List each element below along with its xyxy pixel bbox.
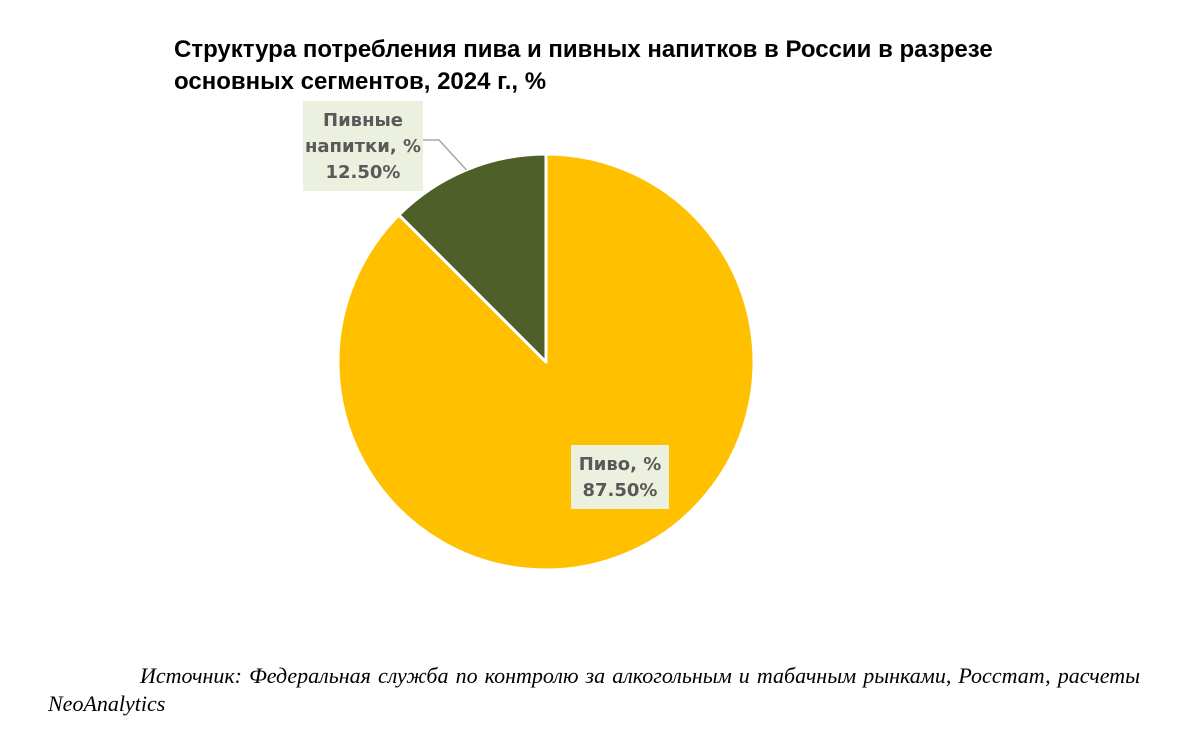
- data-labels: Пиво, % 87.50% Пивные напитки, % 12.50%: [303, 101, 669, 509]
- pie-slices: [336, 152, 756, 572]
- leader-line: [423, 139, 467, 171]
- data-label-category: напитки, %: [305, 136, 421, 157]
- data-label-value: 12.50%: [326, 162, 401, 183]
- source-note: Источник: Федеральная служба по контролю…: [48, 663, 1140, 716]
- data-label-value: 87.50%: [583, 480, 658, 501]
- pie-chart: Пиво, % 87.50% Пивные напитки, % 12.50%: [303, 101, 756, 572]
- data-label-2: Пивные напитки, % 12.50%: [303, 101, 423, 191]
- leader-lines: [423, 139, 467, 171]
- data-label-text: Пивные напитки, % 12.50%: [305, 110, 421, 183]
- pie-slice-2: [397, 152, 548, 364]
- data-label-box: [571, 445, 669, 509]
- data-label-category: Пивные: [323, 110, 403, 131]
- data-label-box: [303, 101, 423, 191]
- data-label-1: Пиво, % 87.50%: [571, 445, 669, 509]
- chart-title: Структура потребления пива и пивных напи…: [174, 36, 993, 95]
- data-label-text: Пиво, % 87.50%: [579, 454, 662, 501]
- data-label-category: Пиво, %: [579, 454, 662, 475]
